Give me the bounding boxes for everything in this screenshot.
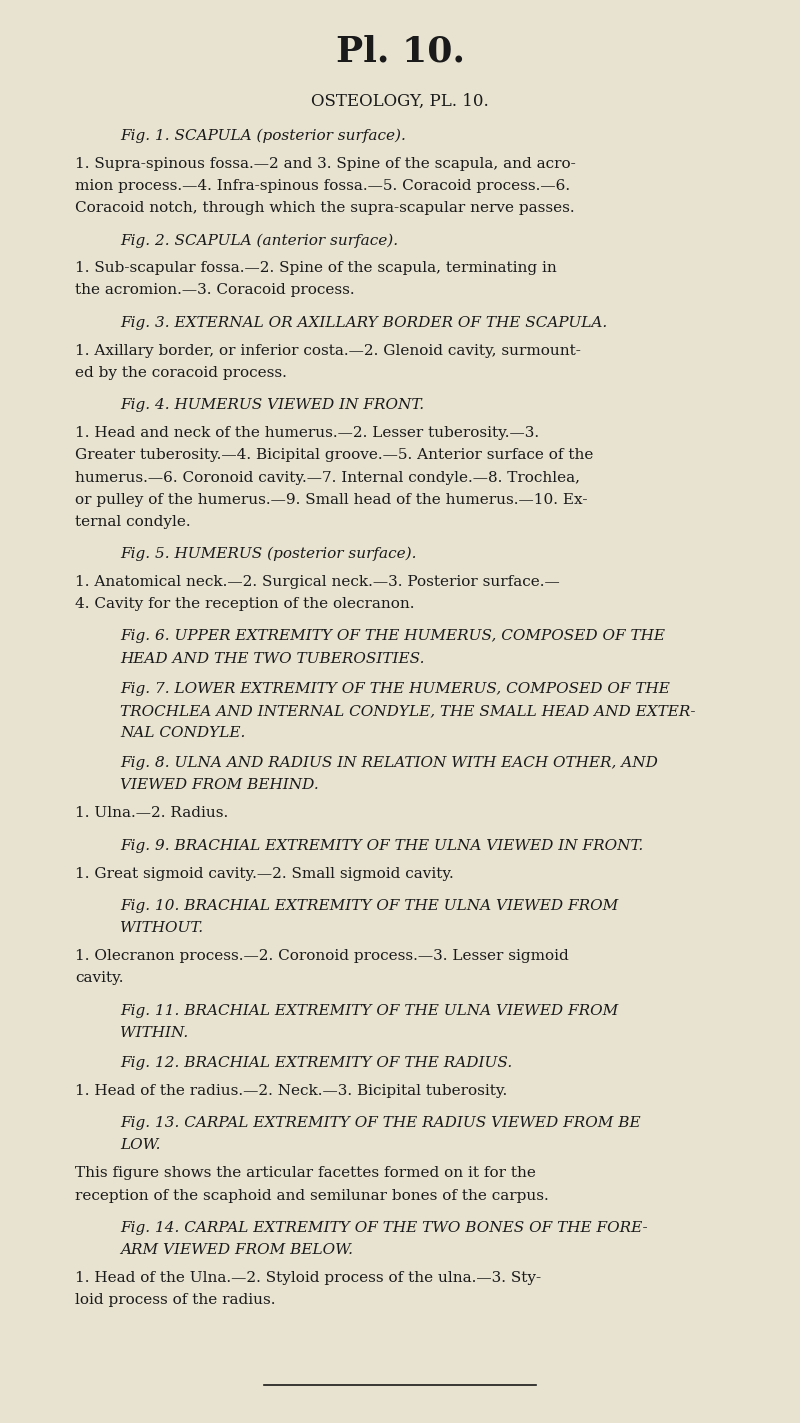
Text: humerus.—6. Coronoid cavity.—7. Internal condyle.—8. Trochlea,: humerus.—6. Coronoid cavity.—7. Internal… bbox=[75, 471, 580, 484]
Text: VIEWED FROM BEHIND.: VIEWED FROM BEHIND. bbox=[120, 778, 318, 793]
Text: cavity.: cavity. bbox=[75, 972, 123, 985]
Text: 1. Ulna.—2. Radius.: 1. Ulna.—2. Radius. bbox=[75, 807, 228, 821]
Text: Coracoid notch, through which the supra-scapular nerve passes.: Coracoid notch, through which the supra-… bbox=[75, 201, 574, 215]
Text: Fig. 4. HUMERUS VIEWED IN FRONT.: Fig. 4. HUMERUS VIEWED IN FRONT. bbox=[120, 398, 424, 413]
Text: ARM VIEWED FROM BELOW.: ARM VIEWED FROM BELOW. bbox=[120, 1242, 353, 1257]
Text: Fig. 11. BRACHIAL EXTREMITY OF THE ULNA VIEWED FROM: Fig. 11. BRACHIAL EXTREMITY OF THE ULNA … bbox=[120, 1003, 618, 1017]
Text: Fig. 2. SCAPULA (anterior surface).: Fig. 2. SCAPULA (anterior surface). bbox=[120, 233, 398, 248]
Text: HEAD AND THE TWO TUBEROSITIES.: HEAD AND THE TWO TUBEROSITIES. bbox=[120, 652, 425, 666]
Text: ed by the coracoid process.: ed by the coracoid process. bbox=[75, 366, 287, 380]
Text: 1. Sub-scapular fossa.—2. Spine of the scapula, terminating in: 1. Sub-scapular fossa.—2. Spine of the s… bbox=[75, 262, 557, 275]
Text: 4. Cavity for the reception of the olecranon.: 4. Cavity for the reception of the olecr… bbox=[75, 598, 414, 612]
Text: Fig. 10. BRACHIAL EXTREMITY OF THE ULNA VIEWED FROM: Fig. 10. BRACHIAL EXTREMITY OF THE ULNA … bbox=[120, 899, 618, 914]
Text: loid process of the radius.: loid process of the radius. bbox=[75, 1294, 275, 1308]
Text: LOW.: LOW. bbox=[120, 1138, 161, 1153]
Text: WITHOUT.: WITHOUT. bbox=[120, 921, 203, 935]
Text: Fig. 3. EXTERNAL OR AXILLARY BORDER OF THE SCAPULA.: Fig. 3. EXTERNAL OR AXILLARY BORDER OF T… bbox=[120, 316, 607, 330]
Text: Fig. 1. SCAPULA (posterior surface).: Fig. 1. SCAPULA (posterior surface). bbox=[120, 128, 406, 142]
Text: WITHIN.: WITHIN. bbox=[120, 1026, 188, 1040]
Text: Fig. 7. LOWER EXTREMITY OF THE HUMERUS, COMPOSED OF THE: Fig. 7. LOWER EXTREMITY OF THE HUMERUS, … bbox=[120, 682, 670, 696]
Text: Fig. 6. UPPER EXTREMITY OF THE HUMERUS, COMPOSED OF THE: Fig. 6. UPPER EXTREMITY OF THE HUMERUS, … bbox=[120, 629, 665, 643]
Text: Fig. 12. BRACHIAL EXTREMITY OF THE RADIUS.: Fig. 12. BRACHIAL EXTREMITY OF THE RADIU… bbox=[120, 1056, 512, 1070]
Text: Fig. 14. CARPAL EXTREMITY OF THE TWO BONES OF THE FORE-: Fig. 14. CARPAL EXTREMITY OF THE TWO BON… bbox=[120, 1221, 648, 1235]
Text: OSTEOLOGY, PL. 10.: OSTEOLOGY, PL. 10. bbox=[311, 92, 489, 110]
Text: Pl. 10.: Pl. 10. bbox=[335, 36, 465, 68]
Text: 1. Head of the Ulna.—2. Styloid process of the ulna.—3. Sty-: 1. Head of the Ulna.—2. Styloid process … bbox=[75, 1271, 541, 1285]
Text: Fig. 5. HUMERUS (posterior surface).: Fig. 5. HUMERUS (posterior surface). bbox=[120, 546, 417, 561]
Text: mion process.—4. Infra-spinous fossa.—5. Coracoid process.—6.: mion process.—4. Infra-spinous fossa.—5.… bbox=[75, 179, 570, 194]
Text: reception of the scaphoid and semilunar bones of the carpus.: reception of the scaphoid and semilunar … bbox=[75, 1188, 549, 1202]
Text: This figure shows the articular facettes formed on it for the: This figure shows the articular facettes… bbox=[75, 1167, 536, 1181]
Text: 1. Axillary border, or inferior costa.—2. Glenoid cavity, surmount-: 1. Axillary border, or inferior costa.—2… bbox=[75, 344, 581, 357]
Text: 1. Olecranon process.—2. Coronoid process.—3. Lesser sigmoid: 1. Olecranon process.—2. Coronoid proces… bbox=[75, 949, 569, 963]
Text: Greater tuberosity.—4. Bicipital groove.—5. Anterior surface of the: Greater tuberosity.—4. Bicipital groove.… bbox=[75, 448, 594, 462]
Text: 1. Head of the radius.—2. Neck.—3. Bicipital tuberosity.: 1. Head of the radius.—2. Neck.—3. Bicip… bbox=[75, 1084, 507, 1099]
Text: 1. Supra-spinous fossa.—2 and 3. Spine of the scapula, and acro-: 1. Supra-spinous fossa.—2 and 3. Spine o… bbox=[75, 157, 576, 171]
Text: 1. Head and neck of the humerus.—2. Lesser tuberosity.—3.: 1. Head and neck of the humerus.—2. Less… bbox=[75, 427, 539, 440]
Text: TROCHLEA AND INTERNAL CONDYLE, THE SMALL HEAD AND EXTER-: TROCHLEA AND INTERNAL CONDYLE, THE SMALL… bbox=[120, 704, 695, 717]
Text: Fig. 8. ULNA AND RADIUS IN RELATION WITH EACH OTHER, AND: Fig. 8. ULNA AND RADIUS IN RELATION WITH… bbox=[120, 756, 658, 770]
Text: NAL CONDYLE.: NAL CONDYLE. bbox=[120, 726, 246, 740]
Text: 1. Great sigmoid cavity.—2. Small sigmoid cavity.: 1. Great sigmoid cavity.—2. Small sigmoi… bbox=[75, 867, 454, 881]
Text: Fig. 13. CARPAL EXTREMITY OF THE RADIUS VIEWED FROM BE: Fig. 13. CARPAL EXTREMITY OF THE RADIUS … bbox=[120, 1116, 641, 1130]
Text: the acromion.—3. Coracoid process.: the acromion.—3. Coracoid process. bbox=[75, 283, 354, 297]
Text: ternal condyle.: ternal condyle. bbox=[75, 515, 190, 529]
Text: 1. Anatomical neck.—2. Surgical neck.—3. Posterior surface.—: 1. Anatomical neck.—2. Surgical neck.—3.… bbox=[75, 575, 560, 589]
Text: or pulley of the humerus.—9. Small head of the humerus.—10. Ex-: or pulley of the humerus.—9. Small head … bbox=[75, 492, 587, 507]
Text: Fig. 9. BRACHIAL EXTREMITY OF THE ULNA VIEWED IN FRONT.: Fig. 9. BRACHIAL EXTREMITY OF THE ULNA V… bbox=[120, 838, 643, 852]
